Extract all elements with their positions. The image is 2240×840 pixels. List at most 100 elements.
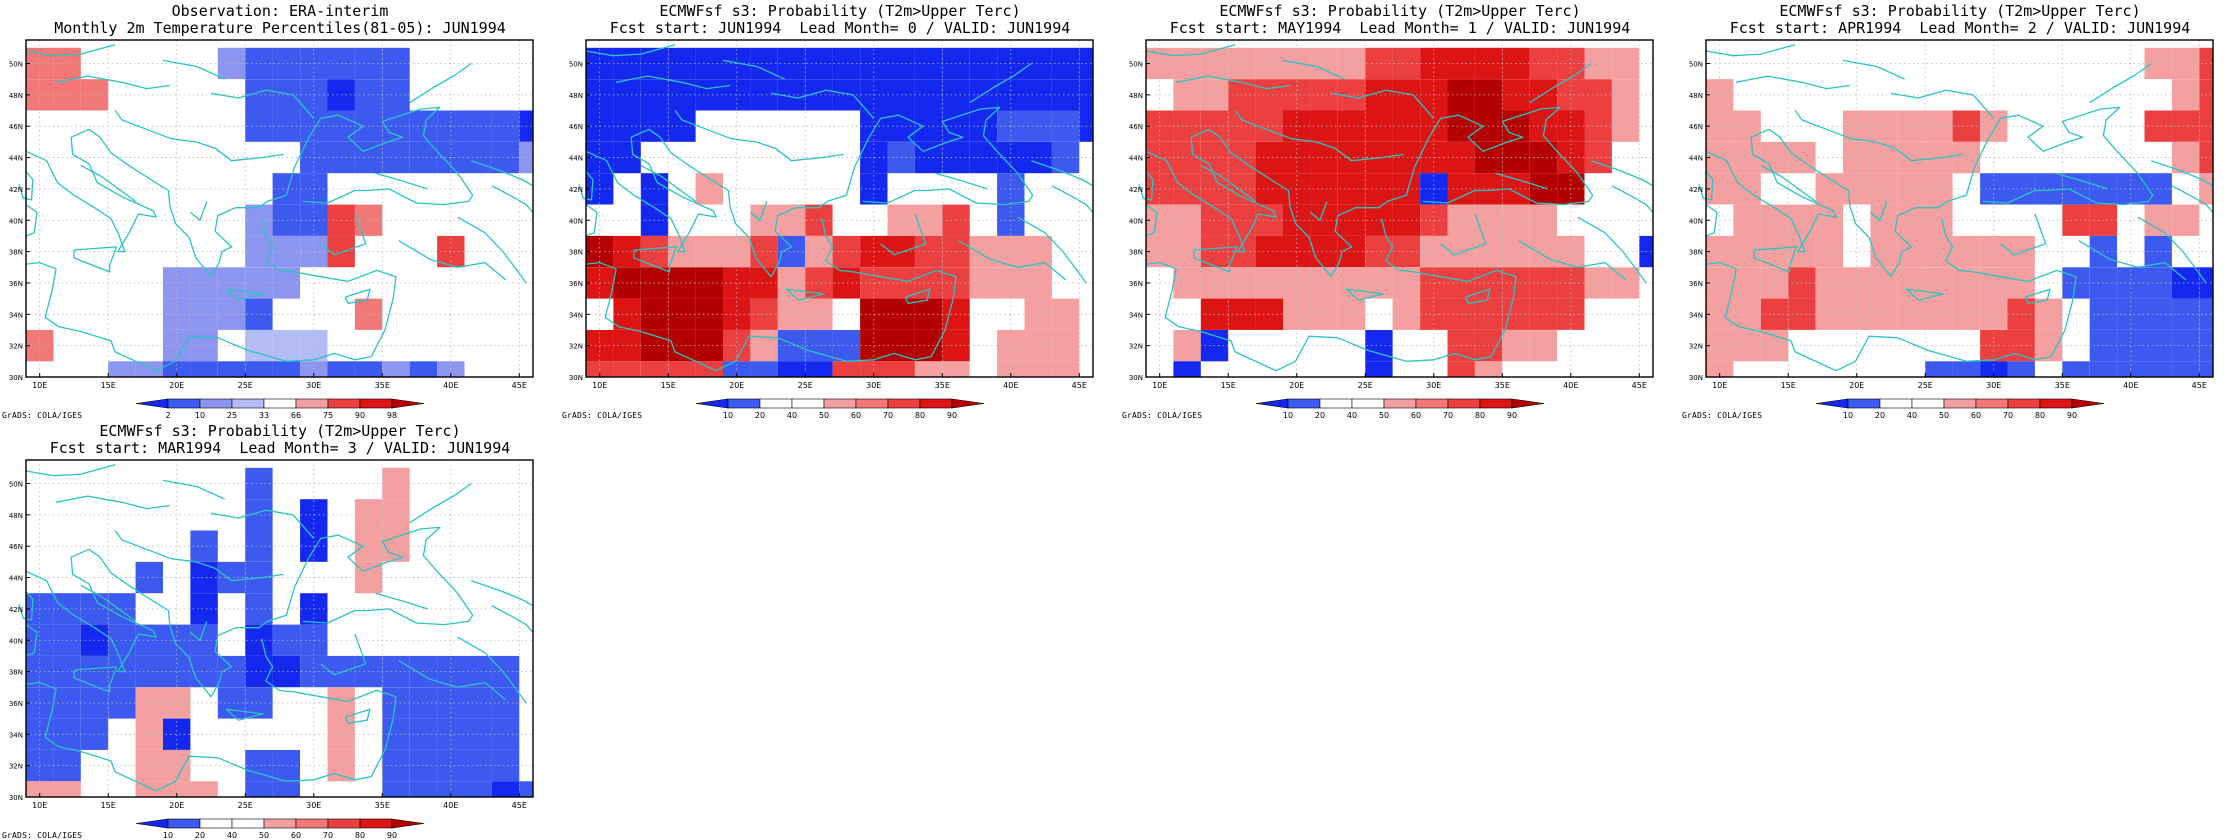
shaded-grid-cell [1024,110,1052,142]
shaded-grid-cell [1365,173,1393,205]
lat-tick-label: 30N [569,374,583,382]
shaded-grid-cell [272,361,300,377]
shaded-grid-cell [464,781,492,797]
colorbar-segment [1511,398,1545,409]
lat-tick-label: 30N [9,794,23,802]
shaded-grid-cell [409,361,438,377]
shaded-grid-cell [135,561,163,594]
colorbar-label: 90 [387,831,397,840]
lon-tick-label: 20E [1849,381,1864,390]
map-panel-lead-2: ECMWFsf s3: Probability (T2m>Upper Terc)… [1680,0,2240,420]
colorbar-label: 90 [1507,411,1517,420]
map-panel-observation: Observation: ERA-interim Monthly 2m Temp… [0,0,560,420]
shaded-grid-cell [1337,173,1366,205]
panel-subtitle: Fcst start: JUN1994 Lead Month= 0 / VALI… [609,19,1071,37]
shaded-grid-cell [1815,267,1843,299]
colorbar-segment [135,398,169,409]
shaded-grid-cell [2199,361,2213,377]
shaded-grid-cell [1283,298,1311,330]
lat-tick-label: 50N [9,481,23,489]
shaded-grid-cell [1392,173,1420,205]
colorbar-label: 20 [1875,411,1885,420]
shaded-grid-cell [163,267,191,299]
lon-tick-label: 15E [101,381,116,390]
shaded-grid-cell [1925,110,1953,142]
lat-tick-label: 32N [9,763,23,771]
shaded-grid-cell [272,79,300,111]
shaded-grid-cell [272,204,300,236]
lat-tick-label: 38N [569,249,583,257]
shaded-grid-cell [1051,141,1080,174]
shaded-grid-cell [464,687,492,719]
colorbar-label: 80 [355,831,365,840]
shaded-grid-cell [1815,298,1843,330]
shaded-grid-cell [1024,47,1052,80]
map-frame [1145,39,1654,378]
shaded-grid-cell [464,655,492,688]
shaded-grid-cell [272,173,300,205]
colorbar-label: 80 [915,411,925,420]
colorbar-label: 20 [755,411,765,420]
shaded-grid-cell [217,361,246,377]
shaded-grid-cell [640,361,669,377]
lon-tick-label: 40E [443,381,458,390]
shaded-grid-cell [464,110,492,142]
colorbar-segment [2071,398,2105,409]
lat-tick-label: 36N [9,280,23,288]
shaded-grid-cell [1024,298,1052,330]
map-frame [25,39,534,378]
shaded-grid-cell [464,750,492,782]
shaded-grid-cell [491,750,520,782]
shaded-grid-cell [163,687,191,719]
shaded-grid-cell [135,361,163,377]
colorbar-label: 50 [1379,411,1389,420]
shaded-grid-cell [1337,298,1366,330]
shaded-grid-cell [613,361,641,377]
colorbar-label: 80 [2035,411,2045,420]
shaded-grid-cell [1870,235,1898,268]
shaded-grid-cell [1024,267,1052,299]
lat-tick-label: 34N [9,311,23,319]
colorbar-segment [1351,398,1385,409]
shaded-grid-cell [272,655,300,688]
lat-tick-label: 40N [1129,217,1143,225]
shaded-grid-cell [245,781,273,797]
shaded-grid-cell [1024,235,1052,268]
colorbar: 10 20 40 50 60 70 80 90 [1815,398,2105,420]
lon-tick-label: 30E [1426,381,1441,390]
grads-credit: GrADS: COLA/IGES [1682,411,1763,420]
colorbar-label: 80 [1475,411,1485,420]
colorbar-segment [1943,398,1977,409]
colorbar-label: 10 [1843,411,1853,420]
panel-title: ECMWFsf s3: Probability (T2m>Upper Terc) [1219,2,1581,20]
colorbar-segment [135,818,169,829]
colorbar-segment [327,398,361,409]
shaded-grid-cell [1310,141,1338,174]
lon-tick-label: 45E [512,801,527,810]
map-frame [25,459,534,798]
shaded-grid-cell [723,298,751,330]
shaded-grid-cell [2171,47,2200,80]
panel-subtitle: Fcst start: MAR1994 Lead Month= 3 / VALI… [49,439,511,457]
shaded-grid-cell [805,298,833,330]
shaded-grid-cell [108,361,136,377]
shaded-grid-cell [1024,141,1052,174]
shaded-grid-cell [750,298,778,330]
shaded-grid-cell [245,593,273,625]
shaded-grid-cell [491,655,520,688]
shaded-grid-cell [272,110,300,142]
lon-tick-label: 45E [1632,381,1647,390]
lat-tick-label: 30N [9,374,23,382]
colorbar-segment [919,398,953,409]
grads-credit: GrADS: COLA/IGES [562,411,643,420]
lon-tick-label: 45E [2192,381,2207,390]
shaded-grid-cell [190,561,218,594]
lon-tick-label: 35E [1495,381,1510,390]
shaded-grid-cell [832,235,860,268]
shaded-grid-cell [750,235,778,268]
colorbar-label: 2 [165,411,170,420]
lon-tick-label: 25E [798,381,813,390]
lat-tick-label: 50N [9,61,23,69]
colorbar-label: 40 [227,831,237,840]
colorbar-segment [1911,398,1945,409]
